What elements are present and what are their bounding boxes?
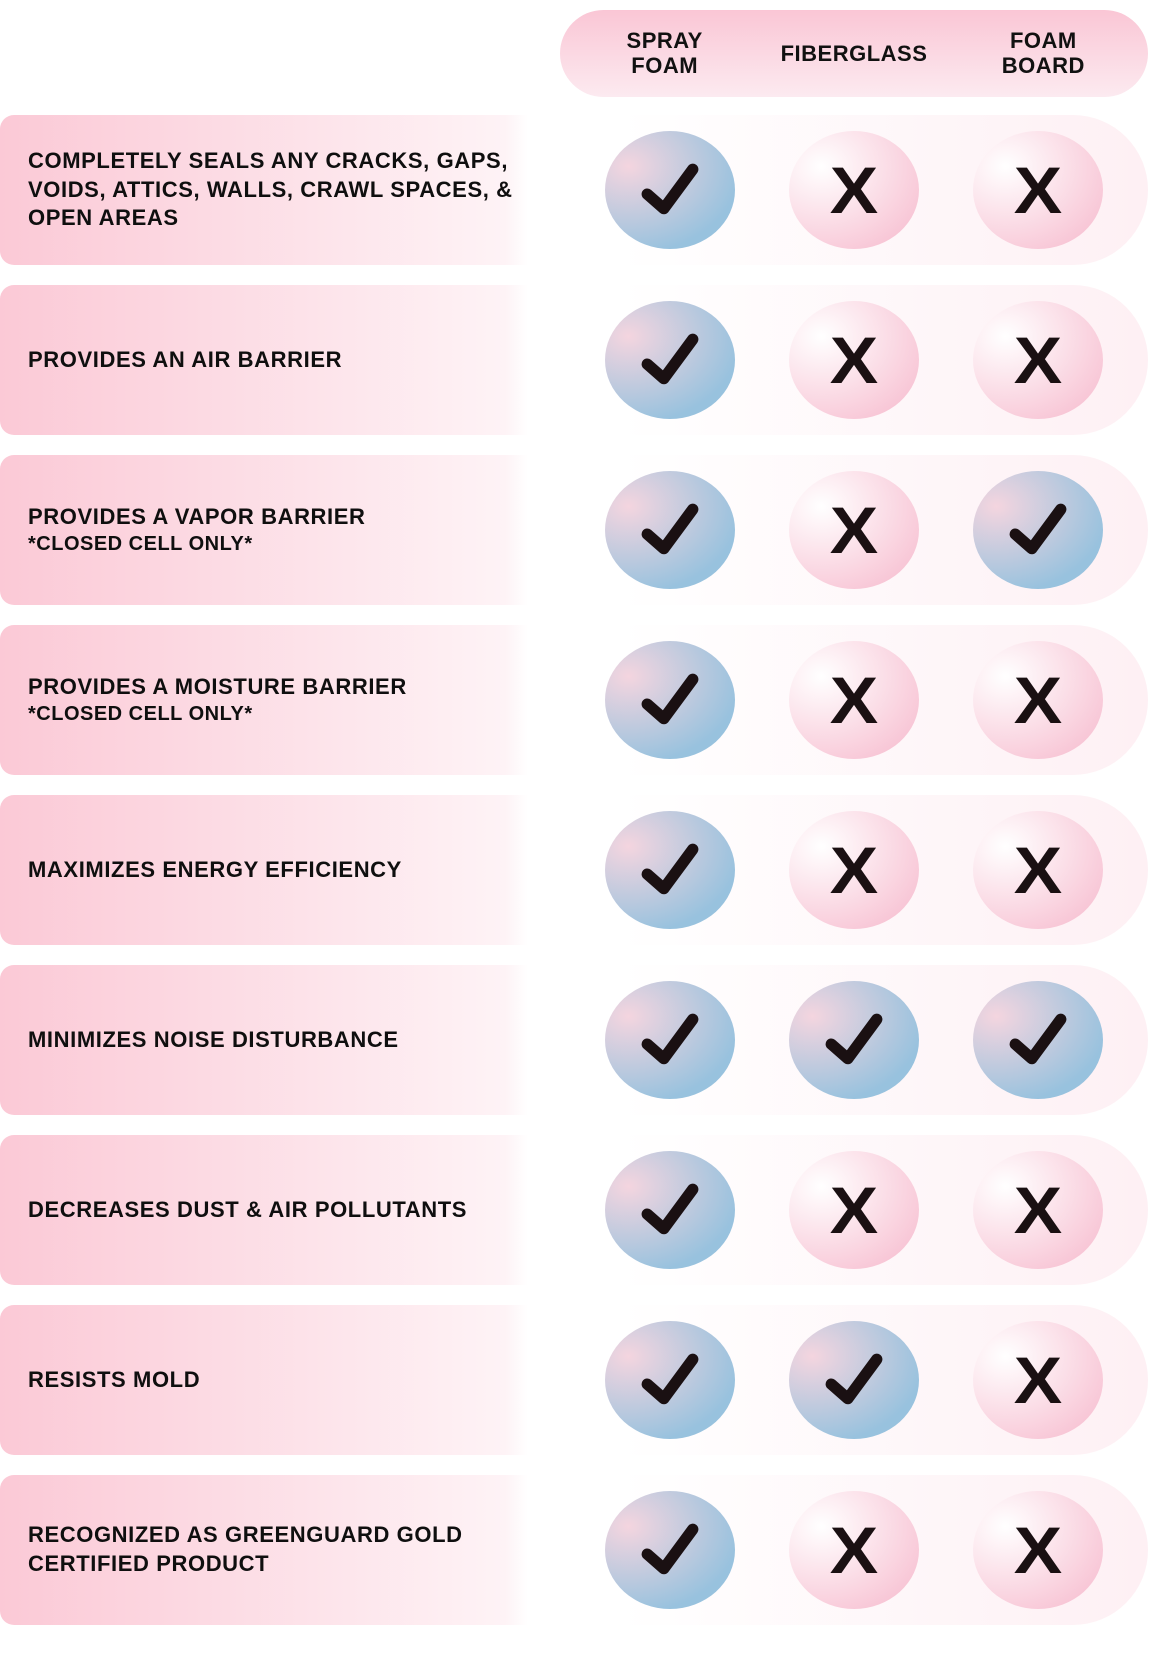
x-icon: X: [1014, 837, 1062, 903]
row-label: RESISTS MOLD: [28, 1366, 200, 1394]
value-bubble: [605, 301, 735, 419]
row-label: PROVIDES A VAPOR BARRIER: [28, 503, 366, 531]
row-label-wrap: PROVIDES A MOISTURE BARRIER*CLOSED CELL …: [0, 625, 560, 775]
check-icon: [1007, 499, 1069, 561]
value-bubble: [789, 1321, 919, 1439]
row-label: MINIMIZES NOISE DISTURBANCE: [28, 1026, 399, 1054]
value-bubble: X: [789, 811, 919, 929]
value-bubble: [605, 811, 735, 929]
row-label-wrap: RECOGNIZED AS GREENGUARD GOLD CERTIFIED …: [0, 1475, 560, 1625]
value-bubble: X: [789, 471, 919, 589]
check-icon: [823, 1009, 885, 1071]
value-bubble: [605, 1151, 735, 1269]
table-row: PROVIDES A MOISTURE BARRIER*CLOSED CELL …: [0, 625, 1168, 775]
value-bubble: X: [973, 641, 1103, 759]
table-row: RECOGNIZED AS GREENGUARD GOLD CERTIFIED …: [0, 1475, 1168, 1625]
row-label: MAXIMIZES ENERGY EFFICIENCY: [28, 856, 402, 884]
check-icon: [639, 329, 701, 391]
value-bubble: X: [789, 1151, 919, 1269]
check-icon: [639, 839, 701, 901]
value-bubble: X: [789, 301, 919, 419]
row-cells: X: [560, 455, 1148, 605]
column-header-spray_foam: SPRAY FOAM: [570, 28, 759, 79]
comparison-table: SPRAY FOAMFIBERGLASSFOAM BOARDCOMPLETELY…: [0, 10, 1168, 1625]
x-icon: X: [1014, 667, 1062, 733]
x-icon: X: [830, 327, 878, 393]
value-bubble: X: [789, 131, 919, 249]
check-icon: [639, 1179, 701, 1241]
row-cells: XX: [560, 625, 1148, 775]
row-cells: XX: [560, 285, 1148, 435]
check-icon: [1007, 1009, 1069, 1071]
row-label: DECREASES DUST & AIR POLLUTANTS: [28, 1196, 467, 1224]
table-row: PROVIDES A VAPOR BARRIER*CLOSED CELL ONL…: [0, 455, 1168, 605]
row-label-wrap: RESISTS MOLD: [0, 1305, 560, 1455]
value-bubble: X: [973, 1321, 1103, 1439]
x-icon: X: [830, 157, 878, 223]
row-label-wrap: DECREASES DUST & AIR POLLUTANTS: [0, 1135, 560, 1285]
row-label: PROVIDES AN AIR BARRIER: [28, 346, 342, 374]
value-bubble: X: [973, 131, 1103, 249]
column-header-fiberglass: FIBERGLASS: [759, 28, 948, 79]
x-icon: X: [830, 1517, 878, 1583]
check-icon: [639, 669, 701, 731]
table-row: MAXIMIZES ENERGY EFFICIENCYXX: [0, 795, 1168, 945]
value-bubble: [605, 471, 735, 589]
row-label: RECOGNIZED AS GREENGUARD GOLD CERTIFIED …: [28, 1521, 540, 1577]
table-row: MINIMIZES NOISE DISTURBANCE: [0, 965, 1168, 1115]
row-cells: X: [560, 1305, 1148, 1455]
value-bubble: [973, 471, 1103, 589]
check-icon: [639, 1519, 701, 1581]
x-icon: X: [830, 497, 878, 563]
header-pill: SPRAY FOAMFIBERGLASSFOAM BOARD: [560, 10, 1148, 97]
x-icon: X: [830, 667, 878, 733]
value-bubble: X: [789, 1491, 919, 1609]
value-bubble: X: [973, 1491, 1103, 1609]
row-cells: XX: [560, 795, 1148, 945]
x-icon: X: [1014, 1347, 1062, 1413]
row-label-wrap: PROVIDES A VAPOR BARRIER*CLOSED CELL ONL…: [0, 455, 560, 605]
check-icon: [823, 1349, 885, 1411]
row-cells: XX: [560, 1135, 1148, 1285]
table-row: COMPLETELY SEALS ANY CRACKS, GAPS, VOIDS…: [0, 115, 1168, 265]
row-sublabel: *CLOSED CELL ONLY*: [28, 703, 407, 726]
check-icon: [639, 1009, 701, 1071]
table-row: RESISTS MOLD X: [0, 1305, 1168, 1455]
row-label-wrap: MINIMIZES NOISE DISTURBANCE: [0, 965, 560, 1115]
x-icon: X: [1014, 1177, 1062, 1243]
row-cells: XX: [560, 1475, 1148, 1625]
value-bubble: [605, 641, 735, 759]
check-icon: [639, 159, 701, 221]
row-sublabel: *CLOSED CELL ONLY*: [28, 533, 366, 556]
value-bubble: X: [973, 811, 1103, 929]
value-bubble: [605, 1491, 735, 1609]
value-bubble: [973, 981, 1103, 1099]
x-icon: X: [830, 837, 878, 903]
value-bubble: [789, 981, 919, 1099]
table-row: DECREASES DUST & AIR POLLUTANTSXX: [0, 1135, 1168, 1285]
row-label-wrap: PROVIDES AN AIR BARRIER: [0, 285, 560, 435]
row-label-wrap: COMPLETELY SEALS ANY CRACKS, GAPS, VOIDS…: [0, 115, 560, 265]
value-bubble: [605, 1321, 735, 1439]
value-bubble: X: [789, 641, 919, 759]
row-cells: [560, 965, 1148, 1115]
table-row: PROVIDES AN AIR BARRIERXX: [0, 285, 1168, 435]
value-bubble: [605, 981, 735, 1099]
x-icon: X: [1014, 327, 1062, 393]
value-bubble: [605, 131, 735, 249]
x-icon: X: [1014, 157, 1062, 223]
table-header: SPRAY FOAMFIBERGLASSFOAM BOARD: [0, 10, 1168, 97]
check-icon: [639, 499, 701, 561]
row-label: PROVIDES A MOISTURE BARRIER: [28, 673, 407, 701]
column-header-foam_board: FOAM BOARD: [949, 28, 1138, 79]
x-icon: X: [830, 1177, 878, 1243]
value-bubble: X: [973, 301, 1103, 419]
value-bubble: X: [973, 1151, 1103, 1269]
row-cells: XX: [560, 115, 1148, 265]
row-label-wrap: MAXIMIZES ENERGY EFFICIENCY: [0, 795, 560, 945]
header-spacer: [0, 10, 560, 97]
row-label: COMPLETELY SEALS ANY CRACKS, GAPS, VOIDS…: [28, 147, 540, 231]
check-icon: [639, 1349, 701, 1411]
x-icon: X: [1014, 1517, 1062, 1583]
